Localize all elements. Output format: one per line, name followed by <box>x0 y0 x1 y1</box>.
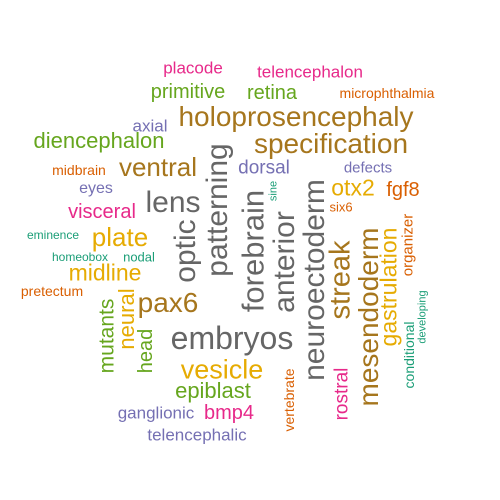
word-head: head <box>135 328 157 374</box>
word-organizer: organizer <box>399 213 417 277</box>
word-axial: axial <box>132 116 168 136</box>
word-forebrain: forebrain <box>235 189 271 313</box>
word-eminence: eminence <box>26 228 80 242</box>
word-dorsal: dorsal <box>238 157 290 179</box>
word-telencephalic: telencephalic <box>147 425 247 445</box>
word-defects: defects <box>343 159 393 177</box>
word-primitive: primitive <box>150 81 226 103</box>
word-vesicle: vesicle <box>180 354 264 385</box>
word-holoprosencephaly: holoprosencephaly <box>178 101 414 132</box>
word-patterning: patterning <box>201 143 234 277</box>
word-otx2: otx2 <box>331 174 375 201</box>
word-midbrain: midbrain <box>52 162 106 178</box>
word-telencephalon: telencephalon <box>257 62 363 82</box>
word-nodal: nodal <box>123 249 155 265</box>
word-streak: streak <box>324 240 357 320</box>
word-pretectum: pretectum <box>20 283 84 299</box>
word-specification: specification <box>253 128 409 159</box>
word-visceral: visceral <box>68 201 136 223</box>
word-epiblast: epiblast <box>175 378 251 403</box>
word-embryos: embryos <box>170 320 294 356</box>
word-homeobox: homeobox <box>51 250 109 264</box>
word-placode: placode <box>163 58 223 78</box>
word-six6: six6 <box>329 199 353 215</box>
word-anterior: anterior <box>268 211 301 313</box>
word-sine: sine <box>267 180 280 202</box>
word-midline: midline <box>68 259 142 286</box>
word-vertebrate: vertebrate <box>281 368 297 432</box>
word-retina: retina <box>246 82 298 104</box>
word-pax6: pax6 <box>137 287 199 318</box>
word-ventral: ventral <box>118 152 198 182</box>
word-developing: developing <box>416 290 429 344</box>
word-optic: optic <box>169 219 202 283</box>
word-ganglionic: ganglionic <box>117 403 195 423</box>
word-eyes: eyes <box>79 180 113 197</box>
word-conditional: conditional <box>401 321 417 389</box>
word-diencephalon: diencephalon <box>33 128 165 153</box>
word-lens: lens <box>145 186 201 219</box>
word-fgf8: fgf8 <box>386 179 420 201</box>
word-bmp4: bmp4 <box>203 402 255 424</box>
word-plate: plate <box>91 222 149 252</box>
word-rostral: rostral <box>331 367 353 421</box>
word-microphthalmia: microphthalmia <box>339 85 435 101</box>
word-gastrulation: gastrulation <box>375 227 402 347</box>
